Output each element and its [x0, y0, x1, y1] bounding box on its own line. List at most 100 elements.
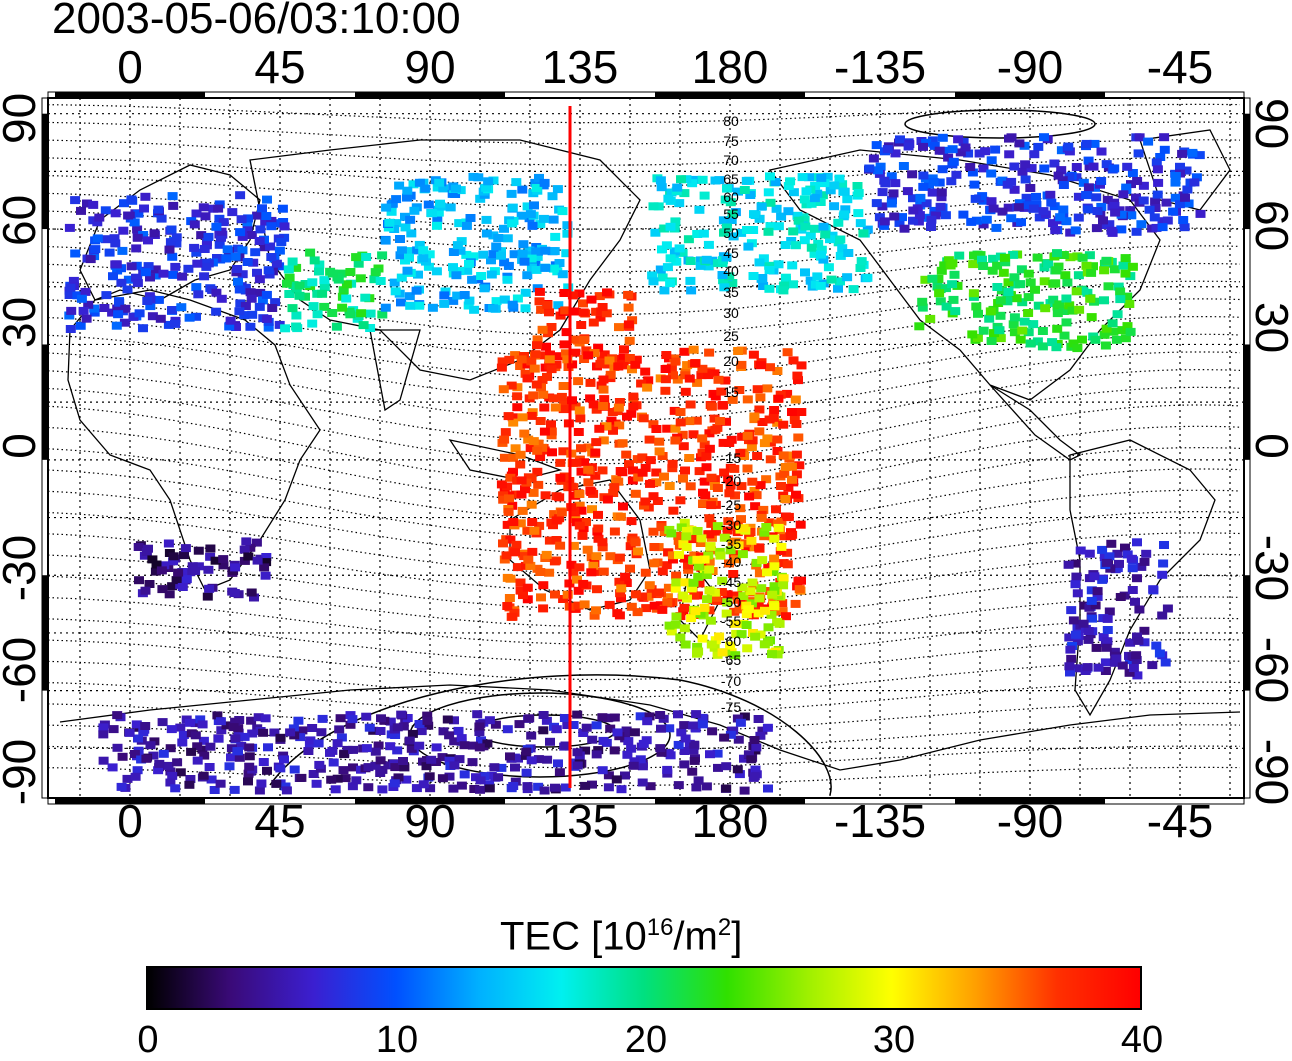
tec-cell [516, 476, 527, 485]
tec-cell [104, 248, 115, 257]
tec-cell [638, 739, 649, 748]
tec-cell [975, 251, 986, 260]
tec-cell [176, 303, 187, 312]
tec-cell [1049, 159, 1060, 168]
tec-cell [532, 467, 543, 476]
tec-cell [112, 304, 123, 313]
tec-cell [1106, 226, 1117, 235]
tec-cell [1159, 133, 1170, 142]
tec-cell [511, 178, 522, 187]
tec-cells [64, 133, 1206, 795]
tec-cell [287, 257, 298, 266]
tec-cell [421, 762, 432, 771]
tec-cell [1050, 279, 1061, 288]
tec-cell [572, 575, 582, 584]
tec-cell [753, 715, 764, 723]
tec-cell [488, 176, 499, 185]
tec-cell [168, 201, 179, 210]
tec-cell [659, 286, 670, 295]
tec-cell [394, 181, 405, 190]
tec-cell [937, 133, 948, 142]
tec-cell [1025, 278, 1036, 287]
tec-cell [1011, 294, 1022, 303]
tec-cell [326, 775, 337, 784]
tec-cell [562, 721, 573, 729]
tec-cell [791, 490, 801, 499]
tec-cell [389, 779, 400, 788]
tec-cell [747, 578, 758, 587]
tec-cell [205, 552, 216, 561]
tec-cell [697, 713, 708, 722]
tec-cell [773, 523, 784, 532]
tec-cell [391, 195, 402, 204]
tec-cell [578, 299, 588, 308]
tec-cell [657, 273, 668, 282]
tec-cell [771, 204, 782, 213]
tec-cell [813, 239, 824, 248]
tec-cell [792, 371, 803, 380]
tec-cell [132, 233, 143, 242]
tec-cell [168, 552, 179, 561]
tec-cell [735, 718, 746, 727]
tec-cell [775, 547, 786, 556]
tec-cell [751, 491, 762, 500]
tec-cell [588, 561, 599, 570]
tec-cell [427, 303, 438, 312]
tec-cell [439, 299, 450, 308]
tec-cell [213, 734, 224, 743]
tec-cell [629, 757, 640, 766]
tec-cell [772, 618, 783, 626]
tec-cell [233, 277, 243, 286]
tec-cell [546, 427, 557, 436]
tec-cell [689, 756, 700, 765]
tec-cell [915, 193, 926, 202]
tec-cell [520, 485, 530, 494]
tec-cell [676, 728, 687, 737]
tec-cell [734, 605, 745, 614]
tec-cell [529, 526, 540, 535]
tec-cell [244, 762, 255, 771]
tec-cell [1131, 193, 1141, 202]
tec-cell [1132, 632, 1142, 641]
tec-cell [1033, 301, 1044, 310]
tec-cell [792, 211, 803, 220]
contour-label: -25 [721, 497, 741, 513]
tec-cell [783, 207, 794, 216]
tec-cell [630, 590, 641, 599]
tec-cell [342, 745, 353, 754]
tec-cell [532, 446, 543, 455]
tec-cell [1124, 300, 1135, 308]
tec-cell [65, 325, 76, 333]
tec-cell [651, 468, 662, 477]
tec-cell [780, 495, 791, 503]
tec-cell [978, 220, 989, 229]
tec-cell [734, 770, 745, 779]
tec-cell [211, 288, 222, 297]
tec-cell [889, 212, 900, 221]
tec-cell [408, 180, 419, 189]
tec-cell [141, 548, 152, 556]
tec-cell [568, 568, 579, 577]
tec-cell [560, 306, 571, 315]
tec-cell [1182, 185, 1193, 194]
tec-cell [667, 551, 678, 560]
tec-cell [530, 178, 541, 187]
tec-cell [721, 253, 732, 262]
tec-cell [98, 730, 109, 739]
tec-cell [1151, 223, 1162, 232]
tec-cell [141, 754, 152, 763]
tec-cell [1138, 181, 1149, 190]
tec-cell [986, 156, 997, 165]
tec-cell [597, 538, 608, 547]
tec-cell [526, 357, 537, 366]
tec-cell [499, 555, 510, 564]
tec-cell [512, 563, 523, 572]
tec-cell [1126, 211, 1137, 220]
tec-cell [750, 502, 761, 511]
tec-cell [855, 219, 866, 228]
tec-cell [768, 567, 779, 576]
tec-cell [245, 288, 256, 297]
tec-cell [572, 761, 583, 770]
tec-cell [662, 263, 673, 272]
tec-cell [671, 578, 682, 587]
